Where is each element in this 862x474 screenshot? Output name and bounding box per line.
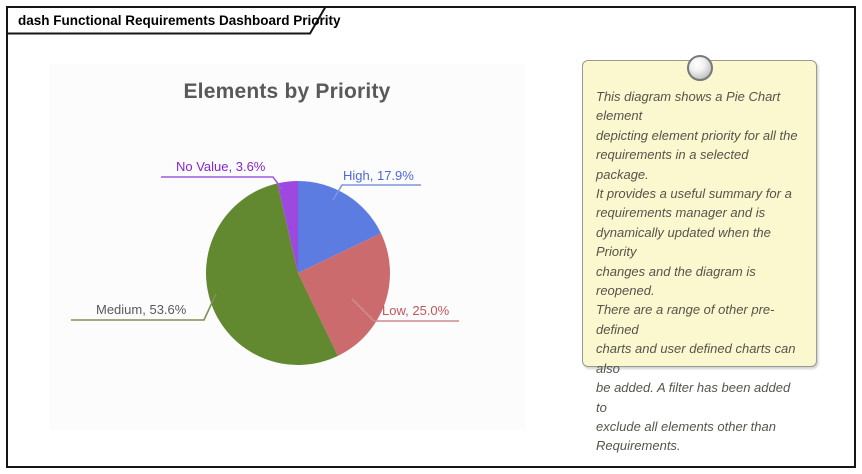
pie-slice-medium[interactable]: [206, 183, 338, 366]
diagram-frame: dash Functional Requirements Dashboard P…: [6, 6, 856, 468]
pie-chart[interactable]: [49, 64, 525, 430]
pie-slice-low[interactable]: [298, 233, 391, 356]
diagram-tab: dash Functional Requirements Dashboard P…: [8, 8, 341, 36]
note-text: This diagram shows a Pie Chart element d…: [596, 89, 798, 454]
diagram-tab-border: [8, 8, 326, 35]
chart-title: Elements by Priority: [183, 80, 391, 103]
pie-slice-no-value[interactable]: [277, 181, 298, 273]
callout-line-no-value: [161, 176, 283, 190]
pie-label-no-value: No Value, 3.6%: [176, 159, 266, 174]
callout-line-low: [351, 298, 459, 322]
note-pin-icon: [687, 55, 713, 81]
pie-label-high: High, 17.9%: [343, 168, 414, 183]
note-element[interactable]: This diagram shows a Pie Chart element d…: [582, 55, 817, 453]
callout-line-medium: [71, 293, 217, 321]
pie-label-low: Low, 25.0%: [382, 303, 450, 318]
callout-line-high: [332, 184, 421, 201]
diagram-tab-title: dash Functional Requirements Dashboard P…: [18, 13, 341, 28]
pie-slice-high[interactable]: [298, 181, 381, 273]
pie-label-medium: Medium, 53.6%: [96, 302, 187, 317]
pie-chart-element[interactable]: Elements by Priority No Value, 3.6% High…: [49, 64, 525, 430]
